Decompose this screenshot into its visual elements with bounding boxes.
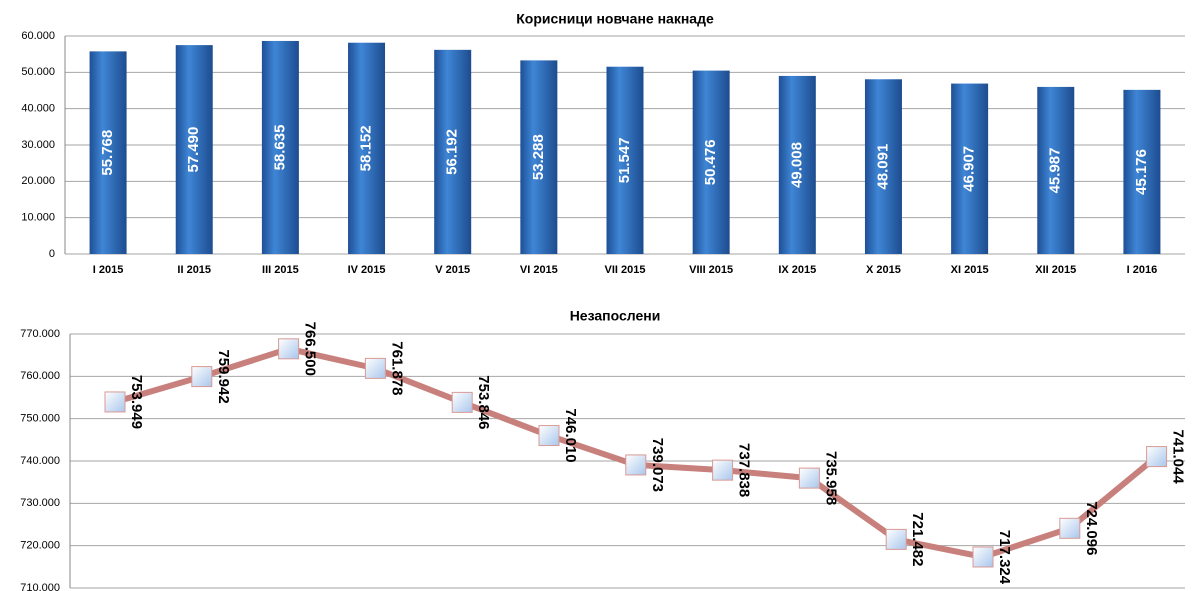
y-tick-label: 20.000	[21, 175, 55, 187]
x-tick-label: III 2015	[262, 264, 299, 276]
y-tick-label: 10.000	[21, 212, 55, 224]
marker	[1146, 446, 1168, 468]
bar	[1037, 86, 1075, 254]
chart-title: Корисници новчане накнаде	[516, 11, 714, 27]
marker	[972, 546, 994, 568]
value-label: 57.490	[185, 127, 202, 173]
value-label: 45.176	[1133, 149, 1150, 195]
x-tick-label: I 2016	[1127, 264, 1158, 276]
line	[114, 345, 1159, 560]
value-label: 741.044	[1170, 429, 1187, 484]
value-label: 45.987	[1047, 148, 1064, 194]
y-tick-label: 720.000	[20, 540, 60, 552]
value-label: 759.942	[215, 349, 232, 403]
y-tick-label: 770.000	[20, 328, 60, 340]
value-label: 58.635	[271, 125, 288, 171]
value-label: 746.010	[562, 408, 579, 462]
x-tick-label: IX 2015	[778, 264, 816, 276]
value-label: 49.008	[788, 142, 805, 188]
value-label: 53.288	[530, 134, 547, 180]
marker	[191, 366, 213, 388]
x-tick-label: II 2015	[177, 264, 211, 276]
bar	[520, 60, 558, 254]
value-label: 766.500	[302, 322, 319, 376]
marker	[625, 454, 647, 476]
value-label: 56.192	[444, 129, 461, 175]
marker	[798, 467, 820, 489]
y-tick-label: 740.000	[20, 455, 60, 467]
value-label: 721.482	[909, 512, 926, 566]
value-label: 51.547	[616, 137, 633, 183]
bar	[175, 45, 213, 255]
value-label: 753.949	[128, 375, 145, 429]
bar	[1123, 89, 1161, 254]
value-label: 48.091	[874, 144, 891, 190]
x-tick-label: IV 2015	[348, 264, 386, 276]
bar	[864, 79, 902, 254]
value-label: 717.324	[996, 530, 1013, 585]
bar	[434, 49, 472, 255]
y-tick-label: 760.000	[20, 370, 60, 382]
x-tick-label: V 2015	[435, 264, 470, 276]
bar	[89, 51, 127, 254]
y-tick-label: 50.000	[21, 66, 55, 78]
y-tick-label: 710.000	[20, 582, 60, 591]
value-label: 55.768	[99, 130, 116, 176]
value-label: 50.476	[702, 139, 719, 185]
x-tick-label: VII 2015	[605, 264, 646, 276]
value-label: 46.907	[961, 146, 978, 192]
value-label: 724.096	[1083, 501, 1100, 555]
marker	[538, 425, 560, 447]
x-tick-label: XII 2015	[1035, 264, 1076, 276]
x-tick-label: VIII 2015	[689, 264, 733, 276]
bar	[692, 70, 730, 254]
y-tick-label: 750.000	[20, 413, 60, 425]
value-label: 58.152	[358, 125, 375, 171]
bar	[261, 40, 299, 254]
bar	[348, 42, 386, 254]
marker	[278, 338, 300, 360]
x-tick-label: VI 2015	[520, 264, 558, 276]
y-tick-label: 60.000	[21, 30, 55, 42]
value-label: 737.838	[736, 443, 753, 497]
marker	[712, 459, 734, 481]
marker	[1059, 517, 1081, 539]
value-label: 735.958	[822, 451, 839, 505]
bar	[951, 83, 989, 255]
y-tick-label: 730.000	[20, 497, 60, 509]
bar	[606, 66, 644, 254]
y-tick-label: 0	[49, 248, 55, 260]
y-tick-label: 30.000	[21, 139, 55, 151]
bar	[778, 75, 816, 255]
marker	[885, 528, 907, 550]
value-label: 761.878	[388, 341, 405, 395]
x-tick-label: X 2015	[866, 264, 901, 276]
chart-title: Незапослени	[570, 308, 661, 324]
value-label: 753.846	[475, 375, 492, 429]
marker	[104, 391, 126, 413]
value-label: 739.073	[649, 438, 666, 492]
marker	[364, 357, 386, 379]
x-tick-label: I 2015	[93, 264, 124, 276]
x-tick-label: XI 2015	[951, 264, 989, 276]
y-tick-label: 40.000	[21, 103, 55, 115]
marker	[451, 391, 473, 413]
